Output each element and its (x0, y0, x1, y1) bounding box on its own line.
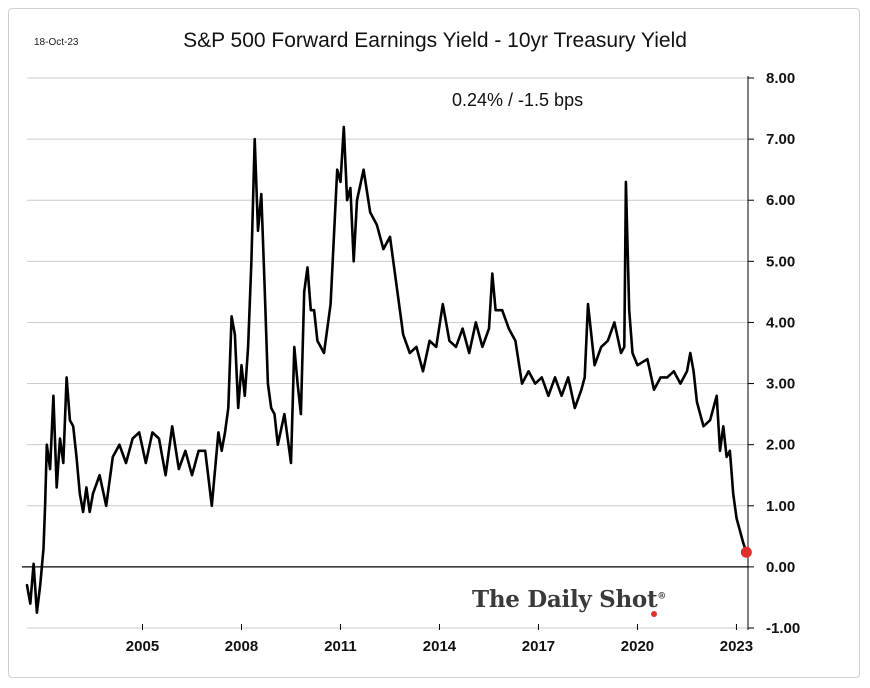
series-line (25, 125, 748, 614)
y-tick-label: 7.00 (766, 131, 795, 148)
date-stamp: 18-Oct-23 (34, 37, 79, 48)
y-tick-label: 4.00 (766, 314, 795, 331)
gridlines (22, 77, 748, 629)
y-tick-label: 3.00 (766, 376, 795, 393)
x-tick-label: 2020 (621, 638, 654, 655)
brand-name: The Daily Shot (472, 586, 658, 613)
brand-dot (651, 611, 657, 617)
y-tick-label: 0.00 (766, 559, 795, 576)
y-tick-label: 6.00 (766, 192, 795, 209)
y-tick-label: 5.00 (766, 253, 795, 270)
chart-title: S&P 500 Forward Earnings Yield - 10yr Tr… (183, 29, 687, 52)
x-tick-label: 2017 (522, 638, 555, 655)
y-tick-label: 8.00 (766, 70, 795, 87)
series-layer (25, 125, 752, 617)
brand-registered-mark: ® (657, 591, 666, 602)
y-tick-label: 2.00 (766, 437, 795, 454)
x-tick-label: 2005 (126, 638, 159, 655)
last-value-marker (740, 546, 752, 558)
latest-value-annotation: 0.24% / -1.5 bps (452, 90, 584, 110)
x-tick-label: 2008 (225, 638, 258, 655)
x-tick-label: 2011 (324, 638, 357, 655)
y-tick-label: 1.00 (766, 498, 795, 515)
x-axis-ticks: 2005 2008 2011 2014 2017 2020 2023 (126, 624, 753, 655)
x-tick-label: 2014 (423, 638, 457, 655)
brand-logo: The Daily Shot® (472, 586, 666, 613)
y-tick-label: -1.00 (766, 620, 800, 637)
x-tick-label: 2023 (720, 638, 753, 655)
y-axis-ticks: 8.00 7.00 6.00 5.00 4.00 3.00 2.00 1.00 0.00 -1.0… (747, 70, 800, 637)
